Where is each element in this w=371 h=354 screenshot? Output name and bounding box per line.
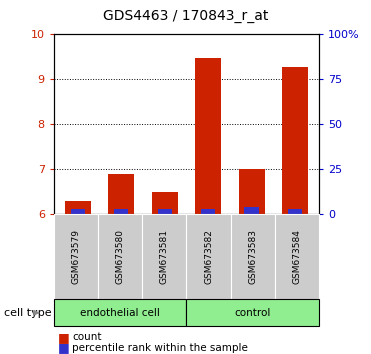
- Text: GSM673582: GSM673582: [204, 229, 213, 284]
- Text: GDS4463 / 170843_r_at: GDS4463 / 170843_r_at: [103, 9, 268, 23]
- Bar: [158, 209, 172, 214]
- Bar: [195, 58, 221, 214]
- Bar: [282, 68, 308, 214]
- Bar: [201, 209, 215, 214]
- Text: control: control: [234, 308, 271, 318]
- Bar: [152, 192, 178, 214]
- Text: ■: ■: [58, 331, 69, 344]
- Bar: [70, 209, 85, 214]
- Text: cell type: cell type: [4, 308, 51, 318]
- Bar: [108, 173, 134, 214]
- Text: GSM673583: GSM673583: [248, 229, 257, 284]
- Text: GSM673581: GSM673581: [160, 229, 169, 284]
- Text: endothelial cell: endothelial cell: [80, 308, 160, 318]
- Bar: [288, 209, 302, 214]
- Bar: [65, 201, 91, 214]
- Bar: [239, 169, 265, 214]
- Text: GSM673584: GSM673584: [292, 229, 302, 284]
- Bar: [244, 207, 259, 214]
- Text: GSM673580: GSM673580: [116, 229, 125, 284]
- Text: count: count: [72, 332, 102, 342]
- Text: GSM673579: GSM673579: [71, 229, 81, 284]
- Text: ■: ■: [58, 342, 69, 354]
- Text: percentile rank within the sample: percentile rank within the sample: [72, 343, 248, 353]
- Bar: [114, 209, 128, 214]
